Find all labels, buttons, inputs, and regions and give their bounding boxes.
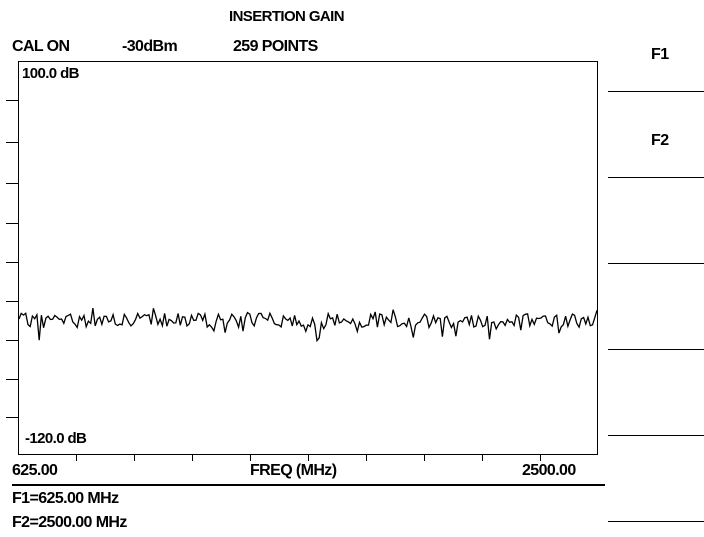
f2-marker-readout: F2=2500.00 MHz — [12, 514, 127, 531]
source-power: -30dBm — [122, 38, 178, 55]
softkey-f2[interactable]: F2 — [608, 92, 704, 178]
softkey-6[interactable] — [608, 436, 704, 522]
x-axis-title: FREQ (MHz) — [250, 462, 337, 479]
softkey-4[interactable] — [608, 264, 704, 350]
x-axis-tick — [76, 455, 77, 461]
x-axis-tick — [424, 455, 425, 461]
x-axis-tick — [366, 455, 367, 461]
axis-divider — [12, 484, 605, 486]
x-axis-tick — [540, 455, 541, 461]
softkey-f1[interactable]: F1 — [608, 6, 704, 92]
display-title: INSERTION GAIN — [229, 8, 345, 25]
softkey-5[interactable] — [608, 350, 704, 436]
y-axis-tick — [6, 100, 18, 101]
softkey-divider — [608, 349, 704, 350]
softkey-divider — [608, 91, 704, 92]
y-axis-tick — [6, 379, 18, 380]
y-axis-tick — [6, 417, 18, 418]
softkey-divider — [608, 263, 704, 264]
x-axis-tick — [482, 455, 483, 461]
y-axis-tick — [6, 223, 18, 224]
f1-marker-readout: F1=625.00 MHz — [12, 490, 119, 507]
x-axis-tick — [308, 455, 309, 461]
softkey-label: F2 — [651, 132, 669, 149]
y-axis-tick — [6, 183, 18, 184]
softkey-divider — [608, 177, 704, 178]
x-axis-start-label: 625.00 — [12, 462, 58, 479]
insertion-gain-trace — [18, 308, 598, 343]
x-axis-tick — [134, 455, 135, 461]
cal-status: CAL ON — [12, 38, 70, 55]
top-reference-label: 100.0 dB — [22, 65, 80, 82]
x-axis-tick — [192, 455, 193, 461]
points-count: 259 POINTS — [233, 38, 318, 55]
trace-plot-area: 100.0 dB -120.0 dB — [18, 61, 598, 455]
x-axis-tick — [250, 455, 251, 461]
y-axis-tick — [6, 340, 18, 341]
y-axis-tick — [6, 301, 18, 302]
softkey-label: F1 — [651, 46, 669, 63]
y-axis-tick — [6, 262, 18, 263]
trace-graph — [18, 308, 598, 343]
softkey-3[interactable] — [608, 178, 704, 264]
softkey-divider — [608, 521, 704, 522]
y-axis-tick — [6, 142, 18, 143]
softkey-divider — [608, 435, 704, 436]
x-axis-end-label: 2500.00 — [522, 462, 576, 479]
bottom-reference-label: -120.0 dB — [25, 430, 87, 447]
